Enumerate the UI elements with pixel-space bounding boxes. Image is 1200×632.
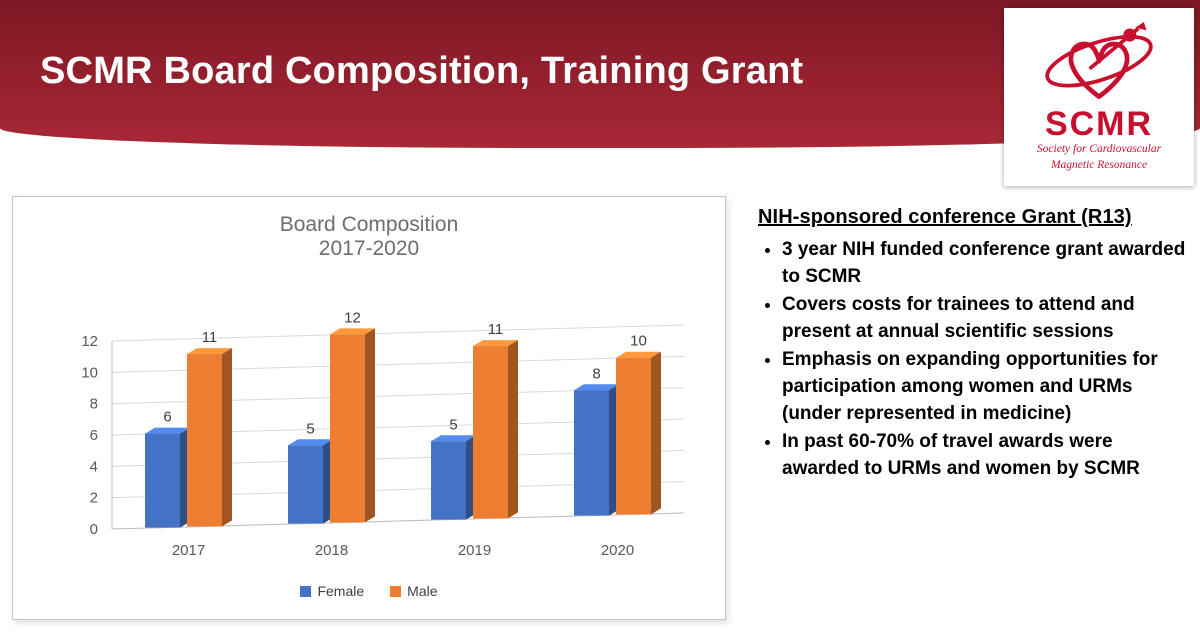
y-tick-label: 12 (81, 333, 98, 350)
grant-bullet: Covers costs for trainees to attend and … (782, 292, 1192, 346)
bar-value-label: 10 (630, 333, 647, 350)
legend-label: Female (317, 583, 365, 599)
bar-side-male-2019 (508, 340, 518, 519)
bar-top-female-2018 (288, 439, 333, 446)
bar-value-label: 5 (306, 420, 314, 437)
legend-item-male: Male (390, 583, 438, 599)
scmr-heart-logo-icon (1045, 21, 1153, 99)
bar-value-label: 11 (202, 329, 218, 346)
bar-side-male-2018 (365, 328, 375, 523)
scmr-logo-card: SCMR Society for Cardiovascular Magnetic… (1004, 8, 1194, 186)
grant-bullet: Emphasis on expanding opportunities for … (782, 347, 1192, 428)
logo-wordmark: SCMR (1044, 104, 1154, 143)
bar-female-2017 (145, 433, 180, 528)
chart-title: Board Composition (279, 213, 459, 236)
bar-female-2018 (288, 445, 323, 524)
y-tick-label: 4 (90, 458, 98, 475)
bar-top-female-2019 (431, 435, 476, 442)
header-banner (0, 0, 1200, 148)
y-tick-label: 0 (90, 521, 98, 538)
legend-swatch (390, 585, 402, 597)
bar-male-2019 (473, 346, 508, 519)
slide-title: SCMR Board Composition, Training Grant (40, 50, 804, 92)
grant-bullet: 3 year NIH funded conference grant award… (782, 237, 1192, 291)
bar-female-2019 (431, 441, 466, 520)
bar-value-label: 12 (344, 309, 361, 326)
bar-male-2020 (616, 357, 651, 515)
grant-bullet-list: 3 year NIH funded conference grant award… (758, 237, 1192, 483)
legend-swatch (300, 585, 312, 597)
bar-side-male-2020 (651, 351, 661, 515)
grant-heading: NIH-sponsored conference Grant (R13) (758, 206, 1132, 228)
bar-top-male-2017 (187, 348, 232, 355)
gridline (111, 324, 685, 342)
grant-bullet: In past 60-70% of travel awards were awa… (782, 429, 1192, 483)
y-tick-label: 10 (81, 364, 98, 381)
legend-item-female: Female (300, 583, 364, 599)
y-tick-label: 8 (90, 396, 98, 413)
y-tick-label: 2 (90, 490, 98, 507)
x-category-label: 2017 (172, 542, 205, 559)
bar-value-label: 11 (488, 321, 504, 338)
chart-legend: Female Male (13, 583, 725, 599)
legend-label: Male (407, 583, 438, 599)
bar-side-male-2017 (222, 348, 232, 527)
board-composition-chart: 0 2 4 6 8 10 12 6 11 2017 5 12 2018 5 11 2019 8 10 2020 (81, 309, 685, 559)
bar-top-female-2017 (145, 427, 190, 434)
board-composition-chart-card: Board Composition 2017-2020 0 2 4 6 8 10 12 6 11… (12, 196, 726, 620)
logo-subtitle-line1: Society for Cardiovascular (1036, 142, 1162, 155)
bar-value-label: 5 (449, 416, 457, 433)
bar-male-2017 (187, 354, 222, 527)
x-category-label: 2019 (458, 542, 491, 559)
y-tick-label: 6 (90, 427, 98, 444)
bar-top-female-2020 (574, 384, 619, 391)
x-category-label: 2018 (315, 542, 348, 559)
bar-top-male-2020 (616, 351, 661, 358)
bar-female-2020 (574, 390, 609, 516)
logo-subtitle-line2: Magnetic Resonance (1050, 158, 1148, 171)
chart-subtitle: 2017-2020 (318, 237, 420, 260)
bar-value-label: 8 (592, 365, 600, 382)
bar-value-label: 6 (163, 409, 171, 426)
bar-male-2018 (330, 334, 365, 523)
grant-text-block: NIH-sponsored conference Grant (R13) 3 y… (758, 206, 1192, 484)
bar-top-male-2019 (473, 340, 518, 347)
bar-top-male-2018 (330, 328, 375, 335)
x-category-label: 2020 (601, 542, 634, 559)
